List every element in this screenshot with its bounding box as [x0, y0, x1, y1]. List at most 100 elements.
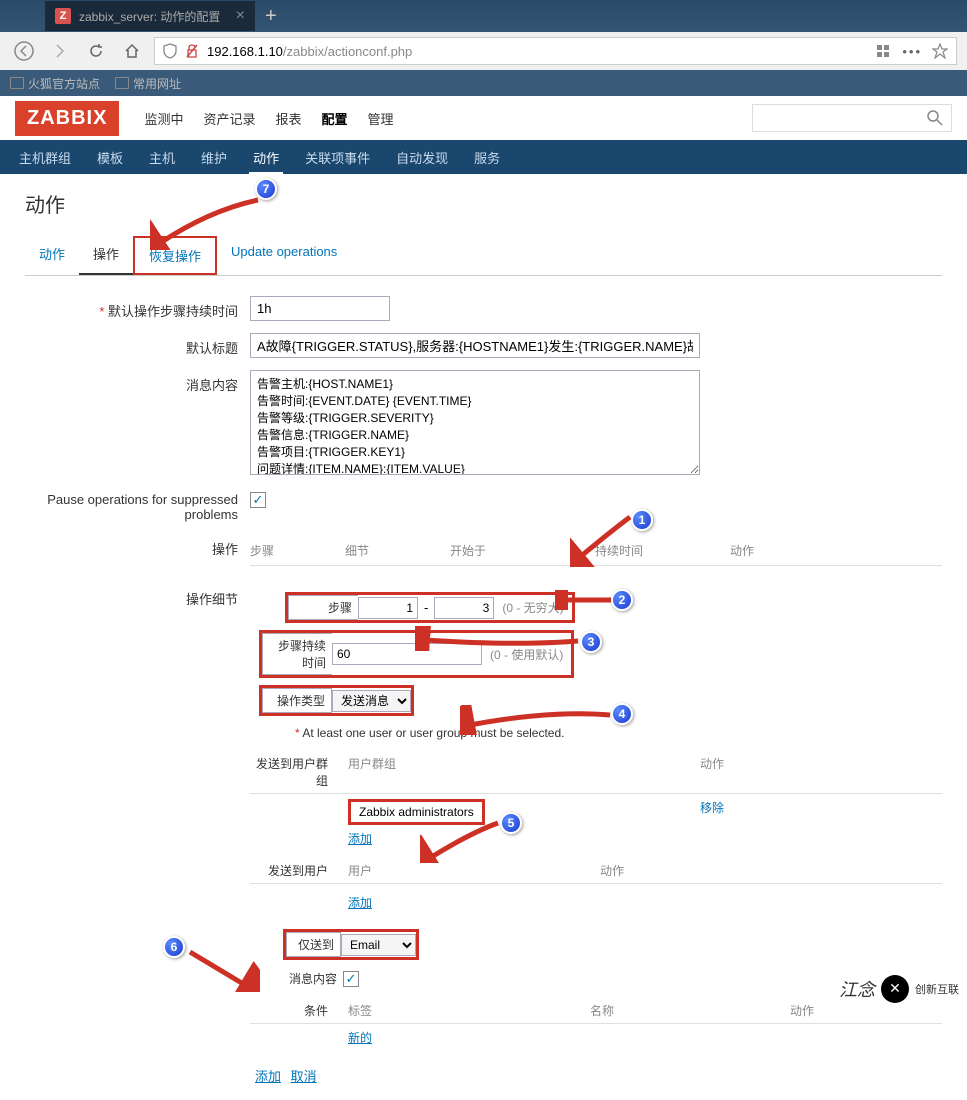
- watermark: 江念 ✕ 创新互联: [839, 975, 959, 1003]
- send-user-h1: 用户: [340, 862, 600, 879]
- step-to-input[interactable]: [434, 597, 494, 619]
- ops-col-action: 动作: [730, 542, 820, 559]
- tab-favicon: Z: [55, 8, 71, 24]
- star-icon[interactable]: [932, 43, 948, 59]
- form-area: 默认操作步骤持续时间 默认标题 消息内容 告警主机:{HOST.NAME1} 告…: [25, 296, 942, 1085]
- zabbix-logo[interactable]: ZABBIX: [15, 101, 119, 136]
- main-menu: 监测中 资产记录 报表 配置 管理: [144, 109, 393, 128]
- detail-panel: 步骤 - (0 - 无穷大) 步骤持续时间 (0 - 使用默认) 操作类型: [250, 592, 942, 1085]
- tab-bar: Z zabbix_server: 动作的配置 × +: [0, 0, 967, 32]
- title-label: 默认标题: [25, 333, 250, 357]
- new-tab-icon[interactable]: +: [265, 5, 277, 28]
- annotation-badge-7: 7: [255, 178, 277, 200]
- content-label: 消息内容: [25, 370, 250, 394]
- step-dur-hint: (0 - 使用默认): [482, 646, 571, 663]
- no-ssl-icon: [185, 43, 199, 59]
- menu-configuration[interactable]: 配置: [322, 109, 348, 128]
- add-group-link[interactable]: 添加: [348, 830, 372, 847]
- watermark-logo-icon: ✕: [881, 975, 909, 1003]
- annotation-badge-1: 1: [631, 509, 653, 531]
- step-label: 步骤: [288, 595, 358, 620]
- title-input[interactable]: [250, 333, 700, 358]
- ops-header: 步骤 细节 开始于 持续时间 动作: [250, 542, 942, 566]
- only-to-label: 仅送到: [286, 932, 341, 957]
- folder-icon: [10, 77, 24, 89]
- op-type-label: 操作类型: [262, 688, 332, 713]
- reload-icon[interactable]: [82, 37, 110, 65]
- home-icon[interactable]: [118, 37, 146, 65]
- content-textarea[interactable]: 告警主机:{HOST.NAME1} 告警时间:{EVENT.DATE} {EVE…: [250, 370, 700, 475]
- menu-monitoring[interactable]: 监测中: [144, 109, 183, 128]
- submenu-templates[interactable]: 模板: [93, 140, 127, 175]
- ops-col-detail: 细节: [345, 542, 450, 559]
- url-field[interactable]: 192.168.1.10/zabbix/actionconf.php •••: [154, 37, 957, 65]
- annotation-badge-2: 2: [611, 589, 633, 611]
- menu-administration[interactable]: 管理: [368, 109, 394, 128]
- bottom-add-link[interactable]: 添加: [255, 1069, 281, 1084]
- op-type-select[interactable]: 发送消息: [332, 690, 411, 712]
- browser-chrome: Z zabbix_server: 动作的配置 × + 192.168.1.10/…: [0, 0, 967, 96]
- submenu-discovery[interactable]: 自动发现: [392, 140, 452, 175]
- ops-col-start: 开始于: [450, 542, 595, 559]
- annotation-badge-3: 3: [580, 631, 602, 653]
- op-type-box: 操作类型 发送消息: [259, 685, 414, 716]
- sub-menu: 主机群组 模板 主机 维护 动作 关联项事件 自动发现 服务: [0, 140, 967, 174]
- send-group-value: Zabbix administrators: [348, 799, 485, 825]
- submenu-correlation[interactable]: 关联项事件: [301, 140, 374, 175]
- reader-icon[interactable]: [876, 43, 892, 59]
- submenu-services[interactable]: 服务: [470, 140, 504, 175]
- url-text: 192.168.1.10/zabbix/actionconf.php: [207, 44, 412, 59]
- menu-reports[interactable]: 报表: [275, 109, 301, 128]
- bookmarks-bar: 火狐官方站点 常用网址: [0, 70, 967, 96]
- step-dur-input[interactable]: [332, 643, 482, 665]
- step-range-box: 步骤 - (0 - 无穷大): [285, 592, 575, 623]
- tab-close-icon[interactable]: ×: [236, 7, 245, 25]
- menu-inventory[interactable]: 资产记录: [203, 109, 255, 128]
- search-icon: [927, 110, 943, 126]
- submenu-maintenance[interactable]: 维护: [197, 140, 231, 175]
- annotation-badge-5: 5: [500, 812, 522, 834]
- remove-link[interactable]: 移除: [700, 799, 724, 825]
- msg-content-checkbox[interactable]: ✓: [343, 971, 359, 987]
- annotation-badge-4: 4: [611, 703, 633, 725]
- back-icon[interactable]: [10, 37, 38, 65]
- note-text: At least one user or user group must be …: [295, 726, 942, 740]
- add-user-link[interactable]: 添加: [348, 894, 372, 911]
- folder-icon: [115, 77, 129, 89]
- submenu-actions[interactable]: 动作: [249, 140, 283, 175]
- submenu-hostgroups[interactable]: 主机群组: [15, 140, 75, 175]
- submenu-hosts[interactable]: 主机: [145, 140, 179, 175]
- pause-checkbox[interactable]: ✓: [250, 492, 266, 508]
- msg-content-label: 消息内容: [283, 970, 343, 987]
- zabbix-header: ZABBIX 监测中 资产记录 报表 配置 管理: [0, 96, 967, 140]
- step-from-input[interactable]: [358, 597, 418, 619]
- tab-recovery[interactable]: 恢复操作: [133, 236, 217, 275]
- forward-icon[interactable]: [46, 37, 74, 65]
- step-hint: (0 - 无穷大): [494, 599, 571, 616]
- send-group-h1: 用户群组: [340, 755, 700, 789]
- cond-new-link[interactable]: 新的: [348, 1029, 372, 1046]
- step-dur-label: 步骤持续时间: [262, 633, 332, 675]
- send-user-h2: 动作: [600, 862, 680, 879]
- search-box[interactable]: [752, 104, 952, 132]
- bookmark-item[interactable]: 常用网址: [115, 75, 181, 92]
- annotation-badge-6: 6: [163, 936, 185, 958]
- tab-operations[interactable]: 操作: [79, 236, 133, 275]
- bookmark-item[interactable]: 火狐官方站点: [10, 75, 100, 92]
- bottom-cancel-link[interactable]: 取消: [291, 1069, 317, 1084]
- browser-tab[interactable]: Z zabbix_server: 动作的配置 ×: [45, 1, 255, 31]
- bottom-actions: 添加 取消: [255, 1066, 942, 1085]
- tab-action[interactable]: 动作: [25, 236, 79, 275]
- url-bar: 192.168.1.10/zabbix/actionconf.php •••: [0, 32, 967, 70]
- duration-input[interactable]: [250, 296, 390, 321]
- send-group-label: 发送到用户群组: [250, 755, 340, 789]
- only-to-select[interactable]: Email: [341, 934, 416, 956]
- tab-update-ops[interactable]: Update operations: [217, 236, 351, 275]
- ops-col-step: 步骤: [250, 542, 345, 559]
- page-body: 动作 动作 操作 恢复操作 Update operations 默认操作步骤持续…: [0, 174, 967, 1100]
- pause-label: Pause operations for suppressed problems: [25, 487, 250, 522]
- ops-col-duration: 持续时间: [595, 542, 730, 559]
- more-icon[interactable]: •••: [902, 44, 922, 59]
- duration-label: 默认操作步骤持续时间: [25, 296, 250, 320]
- send-user-label: 发送到用户: [250, 862, 340, 879]
